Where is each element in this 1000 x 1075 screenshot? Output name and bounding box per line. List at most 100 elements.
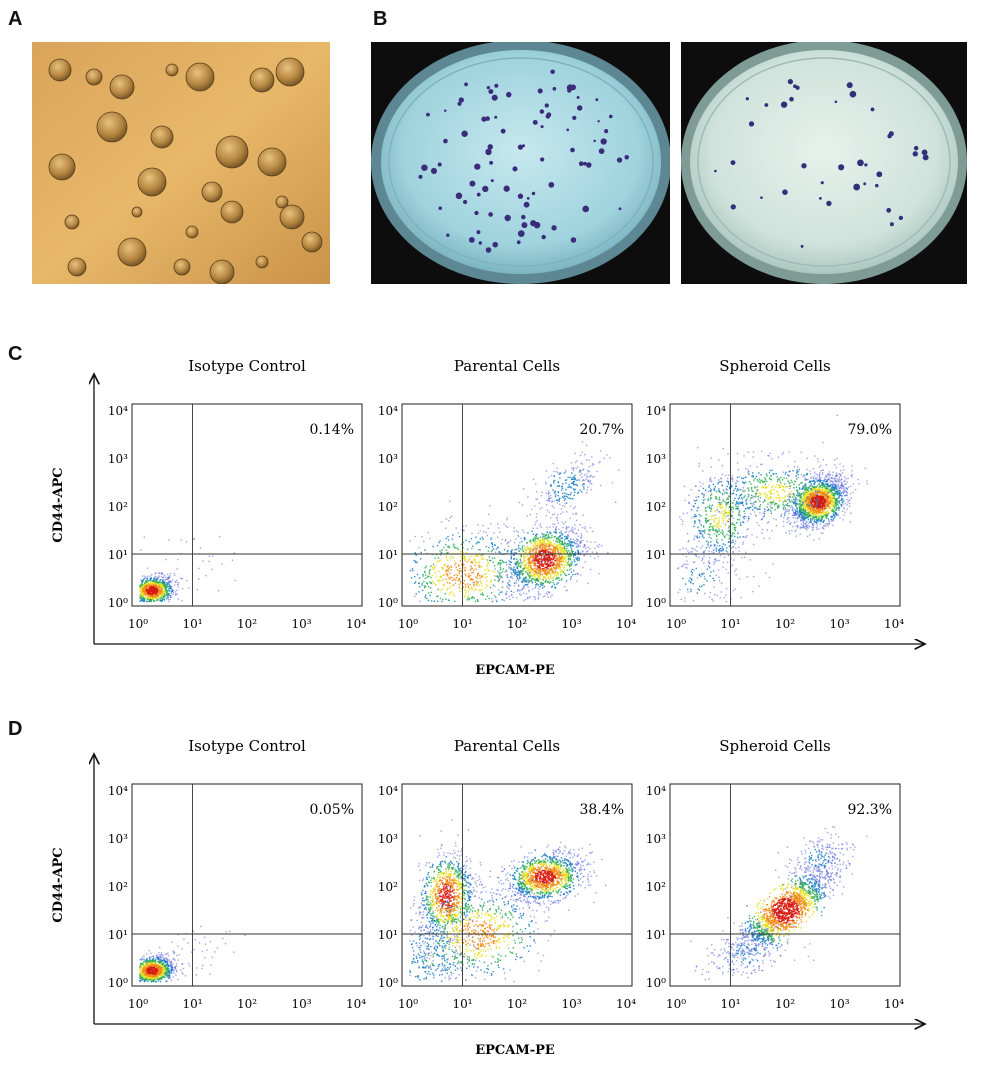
y-tick-label: 10⁴ (108, 784, 128, 798)
colony-dot (624, 155, 629, 160)
colony-dot (494, 83, 499, 88)
colony-dot (782, 189, 788, 195)
spheroid (185, 225, 199, 239)
y-tick-label: 10² (378, 500, 398, 514)
colony-plate-right (681, 42, 967, 284)
colony-dot (820, 181, 824, 185)
colony-dot (418, 174, 423, 179)
spheroid (275, 195, 289, 209)
colony-dot (551, 225, 557, 231)
y-tick-label: 10² (646, 500, 666, 514)
spheroid (96, 111, 128, 143)
colony-dot (478, 241, 483, 245)
colony-dot (521, 214, 526, 220)
colony-dot (468, 236, 475, 243)
colony-dot (780, 101, 788, 108)
colony-dot (443, 138, 448, 144)
colony-dot (922, 154, 929, 161)
colony-dot (487, 144, 493, 150)
y-tick-label: 10³ (378, 452, 398, 466)
y-tick-label: 10² (646, 880, 666, 894)
panel-label-a: A (8, 8, 23, 30)
plot-frame (401, 783, 633, 987)
y-tick-label: 10³ (108, 832, 128, 846)
colony-dot (474, 163, 481, 170)
spheroid (67, 257, 87, 277)
colony-dot (550, 69, 555, 75)
y-tick-label: 10³ (108, 452, 128, 466)
colony-dot (760, 196, 763, 199)
event-dots (139, 535, 236, 603)
spheroid (255, 255, 269, 269)
quadrant-percent: 20.7% (580, 422, 624, 438)
colony-dot (552, 87, 557, 91)
y-tick-label: 10³ (646, 832, 666, 846)
spheroid (220, 200, 244, 224)
colony-dot (462, 199, 468, 205)
quadrant-percent: 0.14% (310, 422, 354, 438)
x-axis-label: EPCAM-PE (475, 1043, 555, 1058)
colony-dot (834, 100, 838, 104)
x-tick-label: 10⁰ (666, 997, 686, 1011)
y-axis-label: CD44-APC (51, 467, 66, 542)
y-tick-label: 10⁰ (108, 976, 128, 990)
x-tick-label: 10³ (829, 997, 849, 1011)
y-tick-label: 10⁰ (378, 976, 398, 990)
colony-dot (485, 116, 490, 121)
spheroid (173, 258, 191, 276)
colony-dot (570, 84, 577, 91)
colony-dot (608, 114, 613, 119)
colony-dot (818, 197, 822, 200)
x-tick-label: 10⁰ (398, 617, 418, 631)
colony-dots-left (418, 69, 629, 253)
colony-dot (430, 167, 438, 174)
spheroid (301, 231, 323, 253)
colony-dot (539, 109, 545, 114)
spheroid (85, 68, 103, 86)
colony-dot (863, 182, 867, 186)
x-tick-label: 10⁴ (884, 617, 904, 631)
colony-dot (572, 115, 577, 121)
colony-dot (512, 166, 518, 172)
quadrant-percent: 79.0% (848, 422, 892, 438)
colony-dot (888, 131, 894, 137)
y-tick-label: 10² (108, 500, 128, 514)
y-tick-label: 10⁴ (646, 404, 666, 418)
colony-dot (521, 222, 528, 229)
spheroid (64, 214, 80, 230)
colony-dot (548, 181, 555, 188)
event-dots (677, 414, 868, 603)
y-tick-label: 10² (378, 880, 398, 894)
colony-dot (444, 109, 447, 112)
spheroid (165, 63, 179, 77)
colony-dot (586, 162, 592, 168)
colony-dot (912, 151, 918, 157)
x-tick-label: 10² (237, 617, 257, 631)
event-dots (409, 441, 620, 603)
x-tick-label: 10¹ (452, 617, 472, 631)
colony-dot (875, 183, 879, 188)
colony-dot (597, 120, 600, 123)
x-tick-label: 10² (775, 617, 795, 631)
plot-title: Isotype Control (188, 737, 306, 755)
spheroid-micrograph (32, 42, 330, 284)
spheroid (275, 57, 305, 87)
plot-frame (669, 403, 901, 607)
colony-dot (540, 125, 544, 129)
colony-dot (437, 162, 442, 167)
event-dots (690, 826, 868, 981)
colony-dot (540, 157, 545, 162)
y-tick-label: 10³ (646, 452, 666, 466)
colony-dot (516, 240, 521, 245)
spheroid (131, 206, 143, 218)
colony-dot (455, 192, 463, 200)
spheroid (137, 167, 167, 197)
colony-dot (469, 180, 476, 187)
y-tick-label: 10¹ (378, 928, 398, 942)
colony-dot (486, 85, 490, 90)
spheroid (117, 237, 147, 267)
